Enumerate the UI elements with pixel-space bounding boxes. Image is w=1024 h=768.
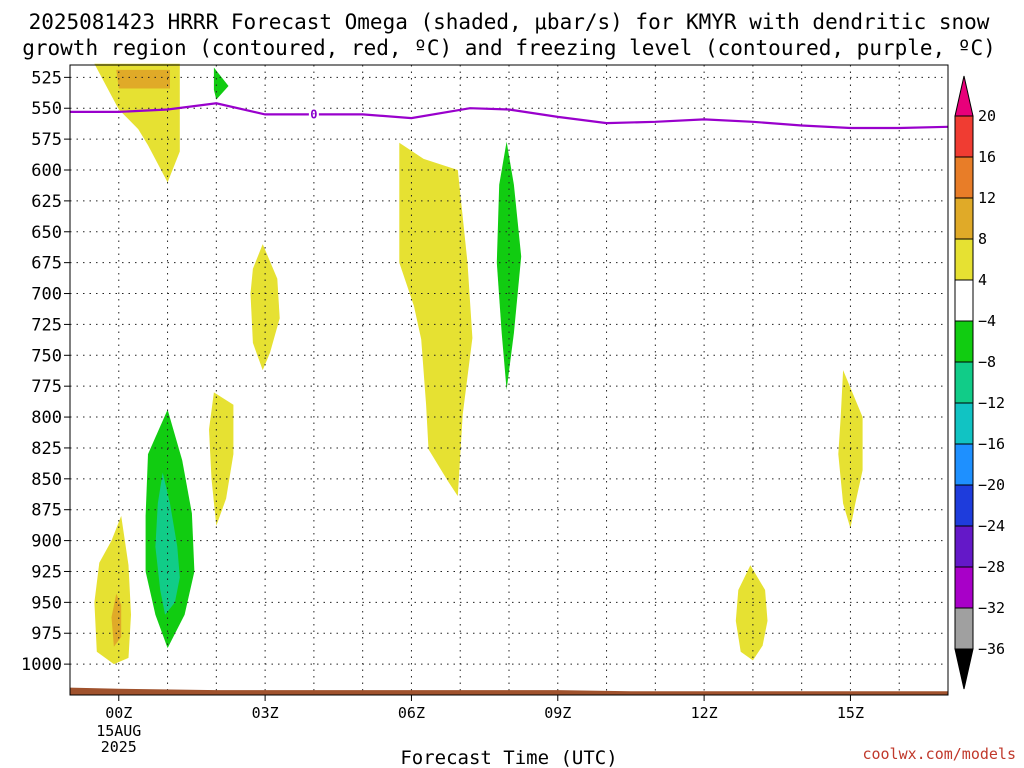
x-tick-label-12Z: 12Z <box>691 704 718 722</box>
terrain-fill <box>70 687 948 695</box>
colorbar-bottom-arrow <box>954 648 974 690</box>
colorbar-label-11: −28 <box>978 558 1005 576</box>
plot-area: 0 <box>69 63 949 696</box>
y-tick-label-700: 700 <box>31 285 62 305</box>
omega-region-0 <box>94 63 180 183</box>
colorbar-swatch-0 <box>954 115 974 158</box>
y-tick-label-725: 725 <box>31 315 62 335</box>
freezing-level-line <box>70 102 949 130</box>
y-tick-label-925: 925 <box>31 562 62 582</box>
y-tick-label-675: 675 <box>31 254 62 274</box>
dotted-grid <box>69 65 949 695</box>
y-tick-label-775: 775 <box>31 377 62 397</box>
x-tick-label-03Z: 03Z <box>252 704 279 722</box>
colorbar-label-2: 12 <box>978 189 996 207</box>
omega-region-12 <box>735 565 768 661</box>
y-tick-label-975: 975 <box>31 624 62 644</box>
y-tick-label-650: 650 <box>31 223 62 243</box>
colorbar-swatch-2 <box>954 197 974 240</box>
y-tick-label-525: 525 <box>31 68 62 88</box>
x-tick-label-15Z: 15Z <box>837 704 864 722</box>
freezing-level-label: 0 <box>310 107 317 121</box>
colorbar-swatch-4 <box>954 279 974 322</box>
y-tick-label-1000: 1000 <box>21 655 62 675</box>
omega-region-1 <box>116 69 170 89</box>
colorbar-swatch-10 <box>954 525 974 568</box>
y-tick-label-550: 550 <box>31 99 62 119</box>
colorbar-swatch-1 <box>954 156 974 199</box>
colorbar-label-4: 4 <box>978 271 987 289</box>
omega-region-3 <box>399 142 473 497</box>
terrain-strip <box>70 687 948 695</box>
omega-region-5 <box>250 244 280 371</box>
omega-region-2 <box>213 67 229 100</box>
colorbar-label-3: 8 <box>978 230 987 248</box>
y-tick-label-850: 850 <box>31 470 62 490</box>
x-tick-sublabel-1: 2025 <box>101 738 137 756</box>
colorbar-label-6: −8 <box>978 353 996 371</box>
colorbar-label-7: −12 <box>978 394 1005 412</box>
colorbar-label-0: 20 <box>978 107 996 125</box>
omega-region-9 <box>94 515 131 665</box>
colorbar-label-9: −20 <box>978 476 1005 494</box>
freezing-level-contour: 0 <box>70 102 949 130</box>
y-tick-label-600: 600 <box>31 161 62 181</box>
colorbar-label-8: −16 <box>978 435 1005 453</box>
colorbar-swatch-7 <box>954 402 974 445</box>
colorbar-label-10: −24 <box>978 517 1005 535</box>
colorbar-swatch-12 <box>954 607 974 650</box>
y-tick-label-575: 575 <box>31 130 62 150</box>
x-tick-sublabel-0: 15AUG <box>96 722 141 740</box>
y-tick-label-950: 950 <box>31 593 62 613</box>
colorbar-label-5: −4 <box>978 312 996 330</box>
colorbar-swatch-6 <box>954 361 974 404</box>
colorbar-label-12: −32 <box>978 599 1005 617</box>
colorbar-swatch-5 <box>954 320 974 363</box>
freezing-level-label-bg <box>308 106 319 121</box>
chart-title-line-1: 2025081423 HRRR Forecast Omega (shaded, … <box>29 10 990 34</box>
colorbar-label-13: −36 <box>978 640 1005 658</box>
colorbar: 20 16 12 8 4 −4 −8 −12 −16 −20 −24 −28 −32 −36 <box>954 75 1005 690</box>
colorbar-swatch-3 <box>954 238 974 281</box>
colorbar-top-arrow <box>954 75 974 117</box>
y-tick-label-750: 750 <box>31 346 62 366</box>
chart-title-line-2: growth region (contoured, red, ºC) and f… <box>22 36 996 60</box>
omega-shaded-regions <box>94 63 863 665</box>
colorbar-swatch-8 <box>954 443 974 486</box>
colorbar-swatch-9 <box>954 484 974 527</box>
y-tick-label-900: 900 <box>31 532 62 552</box>
y-tick-label-875: 875 <box>31 501 62 521</box>
y-axis-ticks: 525 550 575 600 625 650 675 700 725 750 775 800 825 8… <box>21 68 70 675</box>
x-axis-label: Forecast Time (UTC) <box>400 747 617 768</box>
omega-region-4 <box>496 141 522 390</box>
y-tick-label-625: 625 <box>31 192 62 212</box>
x-tick-label-00Z: 00Z <box>105 704 132 722</box>
x-tick-label-06Z: 06Z <box>398 704 425 722</box>
omega-region-8 <box>155 472 180 615</box>
y-tick-label-800: 800 <box>31 408 62 428</box>
colorbar-swatch-11 <box>954 566 974 609</box>
credit-text: coolwx.com/models <box>862 745 1016 763</box>
omega-region-10 <box>111 593 122 647</box>
plot-border <box>69 64 949 696</box>
omega-region-6 <box>209 392 234 526</box>
colorbar-label-1: 16 <box>978 148 996 166</box>
y-tick-label-825: 825 <box>31 439 62 459</box>
x-tick-label-09Z: 09Z <box>544 704 571 722</box>
